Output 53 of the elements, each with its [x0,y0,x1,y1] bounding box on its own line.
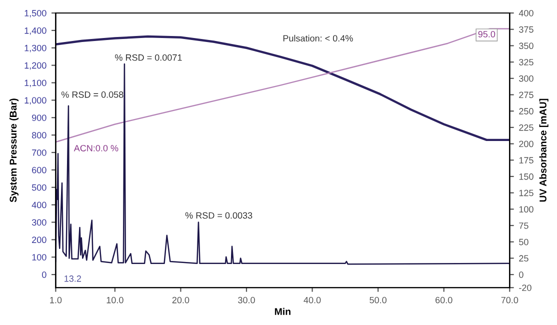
y2-tick-label: 175 [519,157,534,164]
y2-tick-label: 250 [519,108,534,114]
x-tick-label: 60.0 [436,296,452,304]
annotation: Pulsation: < 0.4% [283,34,353,42]
y2-tick-label: 375 [519,26,534,33]
y2-tick-label: 325 [519,59,534,66]
y2-tick-label: 50 [519,238,528,246]
x-tick-label: 20.0 [172,296,190,304]
annotation: % RSD = 0.0071 [115,54,182,61]
y-axis-title: System Pressure (Bar) [9,98,19,202]
y2-tick-label: 400 [518,10,534,16]
annotation: % RSD = 0.0033 [185,212,252,219]
annotation: % RSD = 0.058 [61,91,124,98]
y2-tick-label: 300 [519,75,534,82]
y2-tick-label: 350 [519,42,534,50]
y2-tick-label: 125 [519,190,534,196]
line-series [56,63,510,265]
y-tick-label: 300 [32,219,46,226]
y-tick-label: 600 [32,166,46,174]
x-tick-label: 70.0 [501,296,518,304]
annotation: 13.2 [64,275,81,282]
y-tick-label: 1,500 [24,10,46,18]
y-tick-label: 100 [32,254,46,260]
y2-tick-label: 25 [519,255,528,262]
y-tick-label: 1,200 [24,62,46,70]
x-tick-label: 10.0 [106,296,124,304]
y-tick-label: 900 [32,114,46,121]
y2-tick-label: -20 [519,284,532,291]
y-tick-label: 1,100 [24,80,46,88]
y-tick-label: 500 [32,184,46,191]
x-tick-label: 40.0 [304,296,321,304]
y2-tick-label: 0 [519,272,524,278]
y-tick-label: 1,400 [24,27,46,35]
y2-tick-label: 150 [519,173,534,180]
y-tick-label: 400 [32,202,46,208]
y2-tick-label: 100 [519,206,534,213]
y2-tick-label: 200 [519,140,534,148]
x-axis-title: Min [274,308,290,315]
y-tick-label: 1,000 [24,97,46,105]
x-tick-label: 30.0 [238,296,255,304]
y-tick-label: 0 [42,272,46,278]
y2-tick-label: 275 [519,92,534,98]
y-tick-label: 700 [32,149,46,156]
x-tick-label: 1.0 [50,296,62,304]
y-tick-label: 1,300 [24,44,46,52]
annotation: 95.0 [478,31,496,38]
y2-tick-label: 75 [519,222,528,229]
x-tick-label: 50.0 [370,296,387,304]
y-tick-label: 200 [32,236,46,244]
y2-tick-label: 225 [519,124,534,131]
y2-axis-title: UV Absorbance [mAU] [539,98,548,202]
y-tick-label: 800 [32,132,46,138]
annotation: ACN:0.0 % [74,144,118,152]
